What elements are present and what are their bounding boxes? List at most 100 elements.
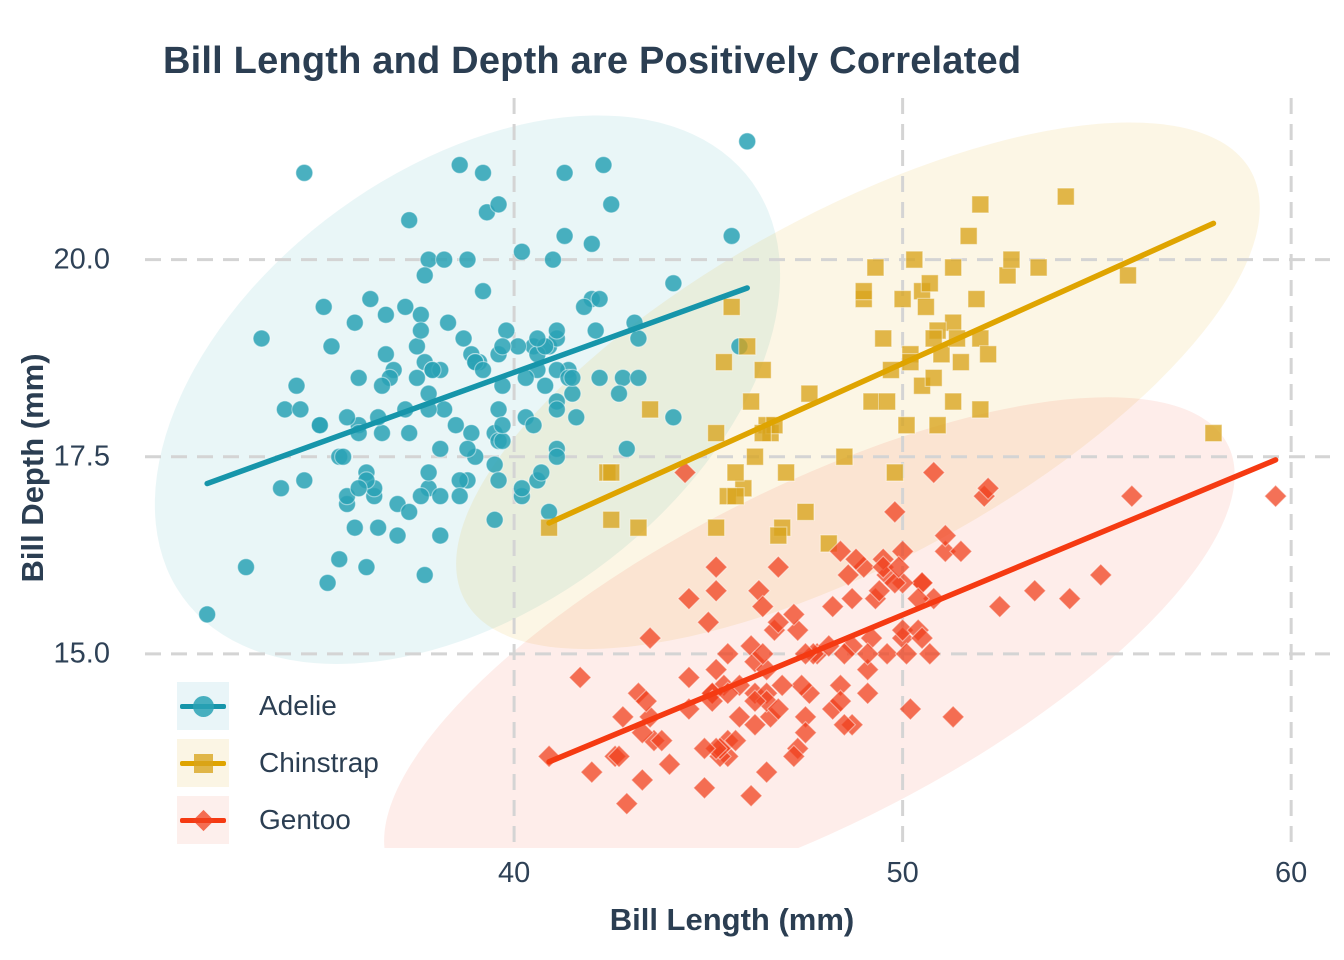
data-point — [874, 329, 893, 348]
data-point — [696, 610, 721, 635]
data-point — [828, 539, 853, 564]
data-point — [832, 641, 857, 666]
data-point — [800, 384, 819, 403]
data-point — [1002, 250, 1021, 269]
data-point — [920, 274, 939, 293]
data-point — [959, 226, 978, 246]
data-point — [897, 416, 916, 435]
data-point — [722, 297, 741, 317]
data-point — [766, 610, 791, 635]
data-point — [423, 360, 442, 380]
data-point — [489, 471, 508, 490]
data-point — [236, 558, 256, 577]
data-point — [629, 329, 648, 348]
data-point — [894, 641, 919, 666]
data-point — [890, 618, 915, 643]
data-point — [739, 783, 763, 808]
data-point — [944, 392, 963, 411]
data-point — [855, 641, 880, 666]
data-point — [638, 626, 662, 650]
x-tick-label-60: 60 — [1275, 857, 1308, 889]
data-point — [840, 586, 864, 611]
data-point — [978, 345, 998, 364]
data-point — [910, 626, 934, 650]
data-point — [435, 400, 454, 419]
legend-item-adelie: Adelie — [177, 682, 379, 730]
data-point — [407, 368, 427, 387]
data-point — [602, 510, 621, 529]
data-point — [933, 523, 958, 548]
data-point — [944, 313, 963, 332]
data-point — [664, 274, 683, 293]
data-point — [726, 487, 745, 506]
data-point — [781, 602, 806, 627]
legend-key-gentoo — [177, 796, 229, 844]
data-point — [882, 570, 907, 595]
data-point — [726, 463, 745, 482]
data-point — [489, 400, 508, 419]
data-point — [766, 555, 791, 579]
data-point — [431, 439, 450, 458]
data-point — [844, 547, 868, 572]
data-point — [722, 226, 741, 246]
data-point — [563, 368, 582, 387]
data-points-gentoo — [537, 460, 1288, 816]
data-point — [458, 250, 477, 269]
data-point — [866, 258, 885, 277]
data-point — [862, 392, 881, 411]
data-point — [602, 463, 621, 482]
data-point — [828, 673, 853, 698]
data-point — [431, 487, 450, 506]
data-point — [388, 526, 407, 545]
data-point — [524, 416, 543, 435]
data-point — [677, 665, 701, 690]
data-point — [419, 463, 438, 482]
data-point — [855, 657, 880, 682]
data-point — [462, 423, 481, 443]
data-point — [512, 242, 531, 261]
trend-line-gentoo — [546, 457, 1279, 765]
data-point — [629, 368, 648, 387]
data-point — [473, 360, 493, 380]
data-point — [715, 641, 740, 666]
data-point — [295, 471, 314, 490]
data-point — [692, 775, 717, 800]
data-point — [450, 155, 469, 175]
data-point — [871, 555, 896, 579]
data-point — [345, 518, 364, 537]
data-point — [345, 313, 364, 332]
data-point — [614, 791, 639, 816]
data-point — [411, 321, 430, 340]
data-point — [941, 705, 966, 729]
data-point — [738, 337, 757, 356]
data-point — [493, 337, 512, 356]
data-point — [704, 578, 729, 603]
data-point — [314, 297, 333, 317]
data-point — [361, 289, 380, 309]
data-point — [376, 345, 395, 364]
data-point — [400, 502, 419, 522]
data-point — [750, 641, 775, 666]
data-point — [613, 368, 632, 387]
data-point — [369, 518, 388, 537]
y-tick-label-15.0: 15.0 — [53, 637, 110, 670]
data-point — [890, 539, 915, 564]
legend-item-gentoo: Gentoo — [177, 796, 379, 844]
data-point — [582, 234, 601, 253]
data-point — [893, 289, 912, 309]
legend-label-adelie: Adelie — [259, 690, 337, 721]
data-point — [400, 211, 419, 230]
data-point — [796, 502, 815, 522]
data-point — [1119, 484, 1144, 509]
data-point — [1088, 563, 1113, 587]
data-point — [334, 447, 353, 466]
data-point — [446, 416, 465, 435]
data-point — [574, 297, 594, 317]
data-point — [875, 641, 899, 666]
data-point — [1263, 484, 1288, 509]
data-point — [886, 555, 911, 579]
data-point — [454, 329, 473, 348]
data-point — [766, 697, 791, 721]
data-point — [789, 673, 814, 698]
data-point — [785, 618, 810, 643]
